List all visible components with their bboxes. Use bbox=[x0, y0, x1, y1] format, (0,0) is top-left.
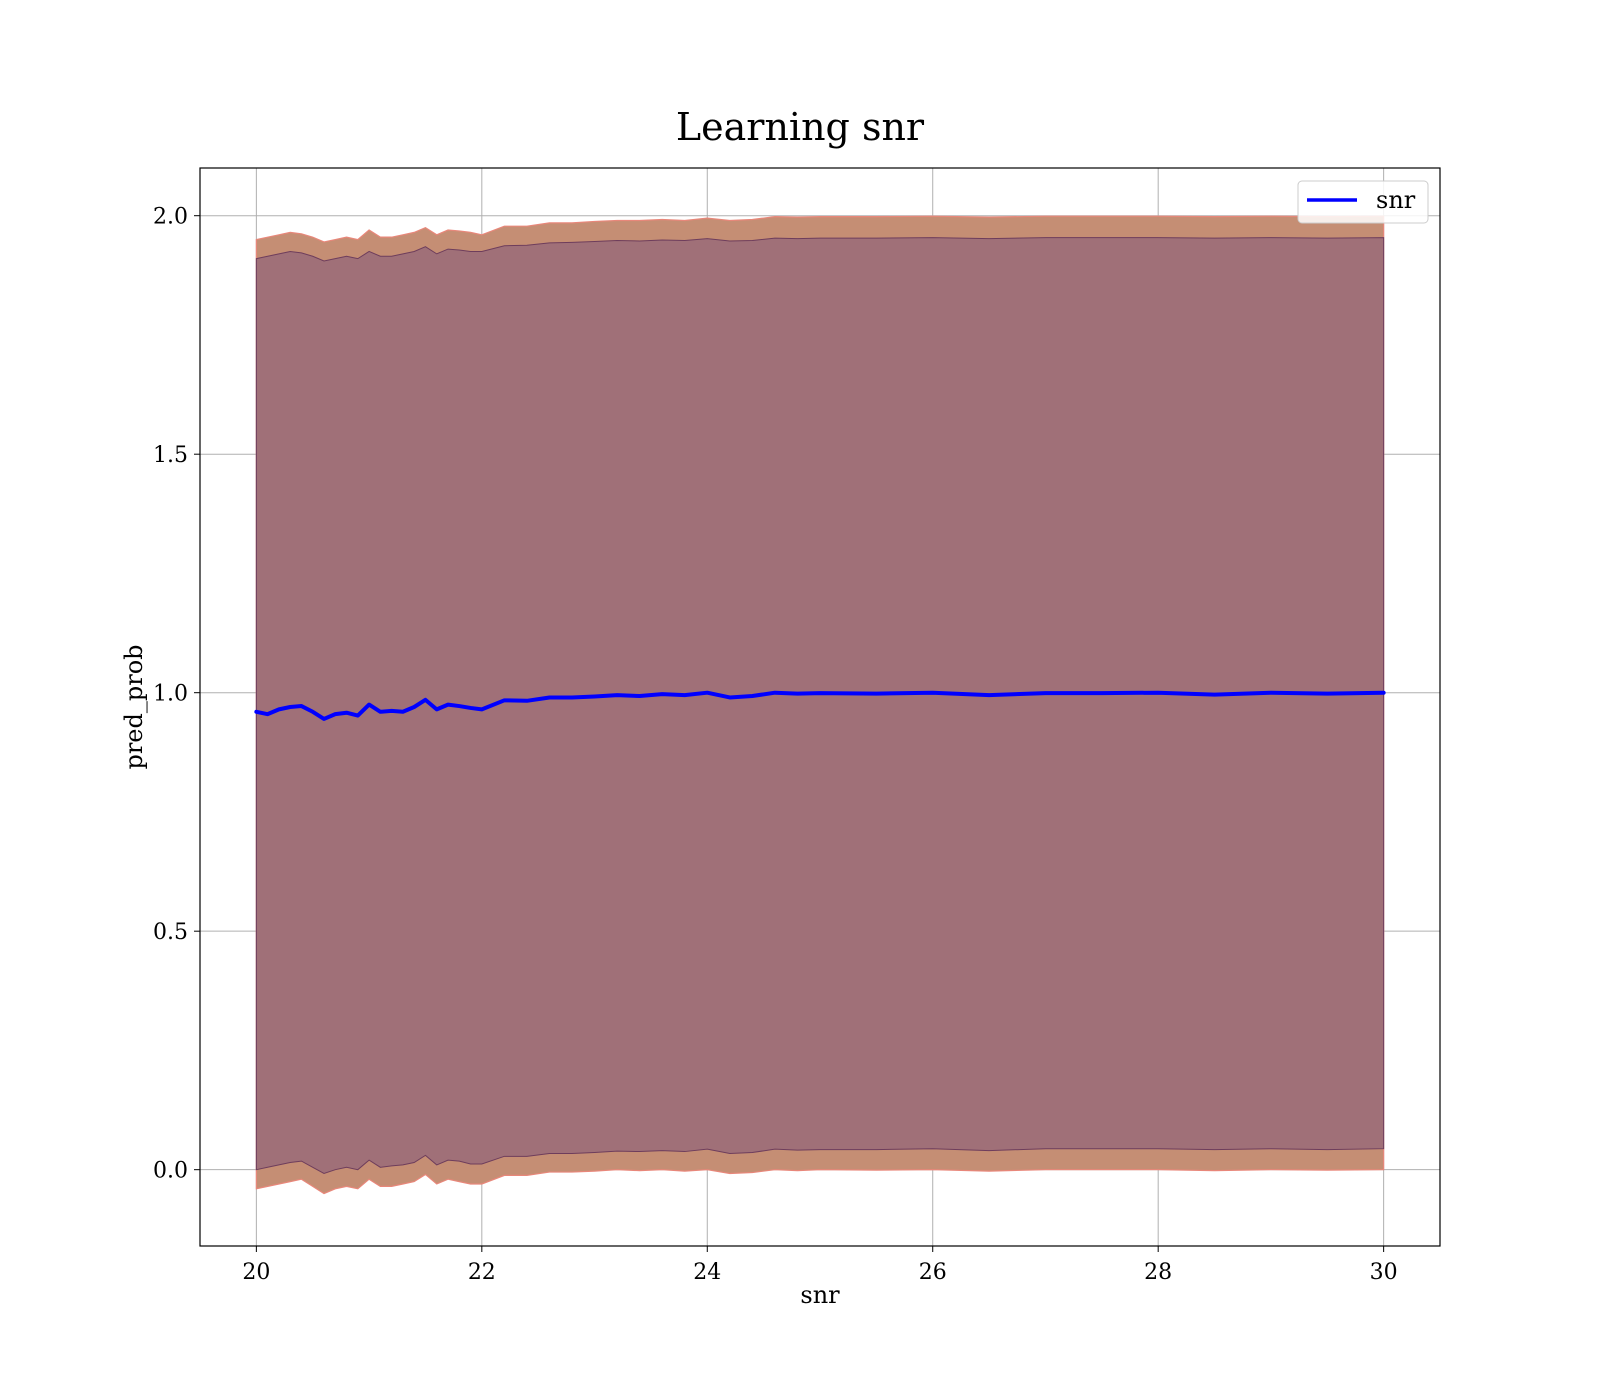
x-tick-label: 24 bbox=[693, 1260, 721, 1285]
x-tick-label: 28 bbox=[1144, 1260, 1172, 1285]
x-tick-label: 20 bbox=[242, 1260, 270, 1285]
legend: snr bbox=[1298, 181, 1428, 223]
y-tick-label: 2.0 bbox=[153, 205, 188, 230]
x-tick-label: 26 bbox=[919, 1260, 947, 1285]
y-tick-label: 1.0 bbox=[153, 682, 188, 707]
x-tick-label: 30 bbox=[1370, 1260, 1398, 1285]
y-axis-label: pred_prob bbox=[120, 644, 148, 769]
y-tick-label: 0.0 bbox=[153, 1159, 188, 1184]
x-axis-label: snr bbox=[800, 1281, 840, 1309]
legend-label: snr bbox=[1376, 186, 1416, 214]
chart-title: Learning snr bbox=[676, 105, 925, 149]
y-tick-label: 1.5 bbox=[153, 443, 188, 468]
y-tick-label: 0.5 bbox=[153, 920, 188, 945]
inner-confidence-band bbox=[256, 238, 1383, 1174]
x-tick-label: 22 bbox=[468, 1260, 496, 1285]
band-layer bbox=[256, 216, 1383, 1193]
